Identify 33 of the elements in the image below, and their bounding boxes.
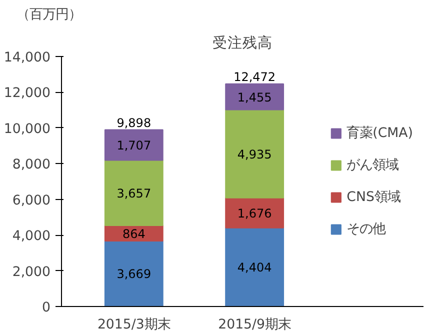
y-tick-label: 10,000 [4, 122, 51, 137]
bar [104, 160, 164, 226]
data-label: 1,455 [237, 90, 272, 104]
data-label: 864 [122, 226, 146, 241]
data-label: 4,935 [237, 147, 272, 162]
legend-label: 育薬(CMA) [346, 124, 413, 142]
bar [225, 109, 284, 198]
chart-title: 受注残高 [212, 34, 272, 52]
x-tick-label: 2015/3期末 [97, 318, 170, 332]
data-label: 3,669 [116, 267, 152, 282]
total-label: 9,898 [116, 116, 152, 130]
y-axis-title: （百万円） [16, 8, 82, 22]
bar [225, 83, 284, 110]
y-tick-label: 14,000 [4, 50, 51, 66]
total-label: 12,472 [234, 70, 276, 84]
data-label: 3,657 [116, 186, 152, 200]
data-label: 1,707 [116, 138, 152, 153]
y-tick-label: 4,000 [12, 229, 50, 244]
legend-label: がん領域 [346, 157, 399, 174]
bar [225, 197, 284, 228]
y-tick-label: 0 [42, 300, 51, 316]
bar [225, 227, 284, 306]
bar [104, 129, 164, 161]
data-label: 1,676 [237, 206, 272, 220]
x-tick-label: 2015/9期末 [218, 318, 292, 332]
y-tick-label: 6,000 [12, 193, 50, 208]
y-tick-label: 2,000 [12, 264, 50, 280]
legend-label: CNS領域 [346, 189, 400, 206]
bar [104, 240, 164, 306]
y-tick-label: 12,000 [4, 86, 51, 102]
y-tick-label: 8,000 [12, 158, 50, 173]
data-label: 4,404 [237, 260, 272, 275]
legend-label: その他 [346, 221, 386, 238]
